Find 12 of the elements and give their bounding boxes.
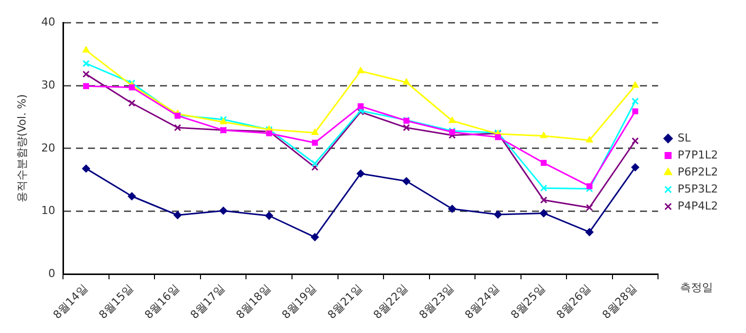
y-tick-label: 30 — [41, 78, 56, 92]
y-axis-title: 용적수분함량(Vol. %) — [15, 94, 28, 203]
y-tick-label: 40 — [41, 15, 56, 28]
legend-label: P5P3L2 — [678, 182, 718, 196]
y-tick-label: 0 — [48, 267, 56, 280]
legend-label: P7P1L2 — [678, 148, 718, 162]
x-axis-title: 측정일 — [680, 281, 714, 294]
legend-label: SL — [678, 131, 692, 144]
y-tick-label: 20 — [41, 141, 56, 154]
legend-label: P6P2L2 — [678, 165, 718, 178]
legend-label: P4P4L2 — [678, 199, 718, 212]
y-tick-label: 10 — [41, 204, 56, 218]
